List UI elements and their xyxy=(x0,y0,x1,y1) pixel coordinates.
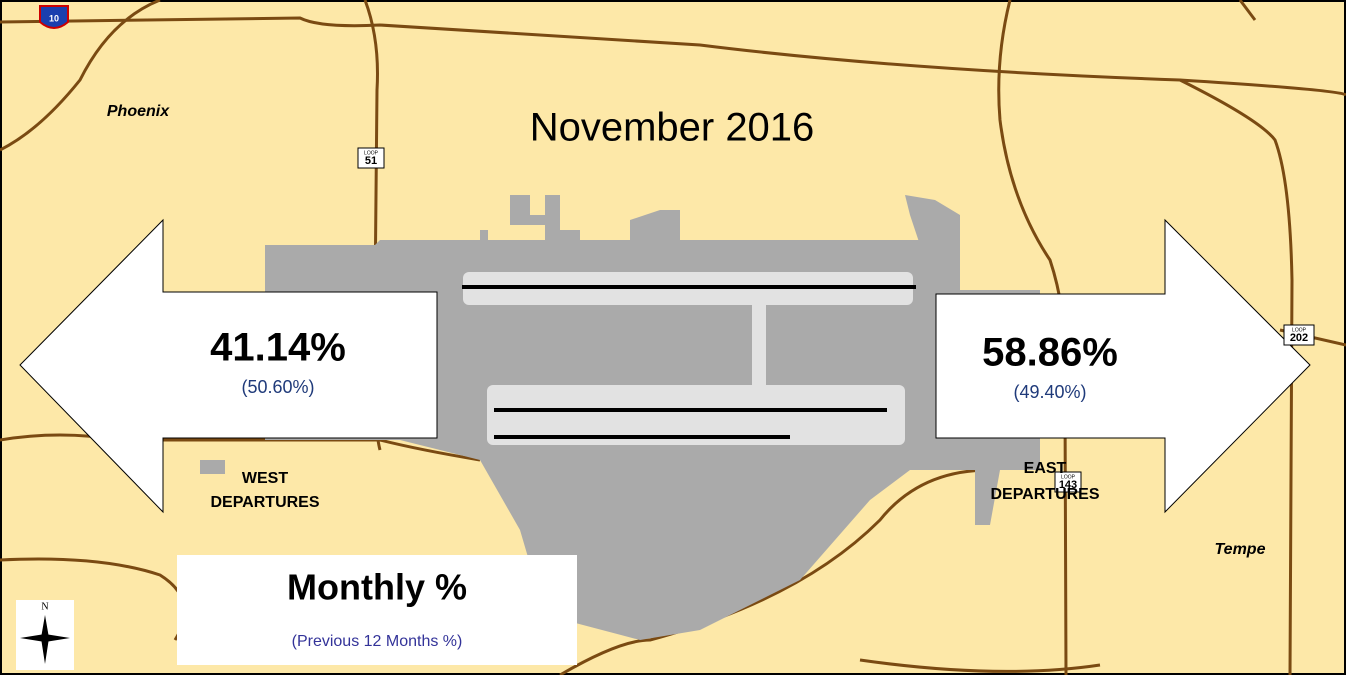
shield-loop: LOOP xyxy=(1292,327,1307,333)
shield-loop: LOOP xyxy=(1061,474,1076,480)
place-label: Phoenix xyxy=(107,103,170,120)
east-label: DEPARTURES xyxy=(990,486,1099,503)
shield: LOOP 51 xyxy=(357,147,385,169)
compass-label: N xyxy=(41,601,48,612)
west-arrow xyxy=(19,218,438,514)
east-previous: (49.40%) xyxy=(1013,382,1086,402)
shield-number: 143 xyxy=(1059,479,1077,491)
shield-number: 51 xyxy=(365,155,377,167)
west-label: WEST xyxy=(242,470,288,487)
shield: LOOP 202 xyxy=(1283,324,1315,346)
legend-subtitle: (Previous 12 Months %) xyxy=(292,633,463,650)
shield-number: 202 xyxy=(1290,332,1308,344)
legend-box xyxy=(177,555,577,665)
shield: LOOP 143 xyxy=(1054,471,1082,493)
west-label: DEPARTURES xyxy=(210,494,319,511)
place-label: Tempe xyxy=(1215,541,1266,558)
compass: N xyxy=(16,600,74,670)
shield: 10 xyxy=(39,5,69,29)
airport xyxy=(200,195,1040,640)
shield-number: 10 xyxy=(49,13,59,23)
legend-title: Monthly % xyxy=(287,567,467,608)
east-label: EAST xyxy=(1024,460,1067,477)
east-arrow xyxy=(935,218,1311,514)
east-monthly: 58.86% xyxy=(982,331,1118,375)
west-previous: (50.60%) xyxy=(241,377,314,397)
west-monthly: 41.14% xyxy=(210,326,346,370)
title: November 2016 xyxy=(530,106,815,150)
shield-loop: LOOP xyxy=(364,150,379,156)
